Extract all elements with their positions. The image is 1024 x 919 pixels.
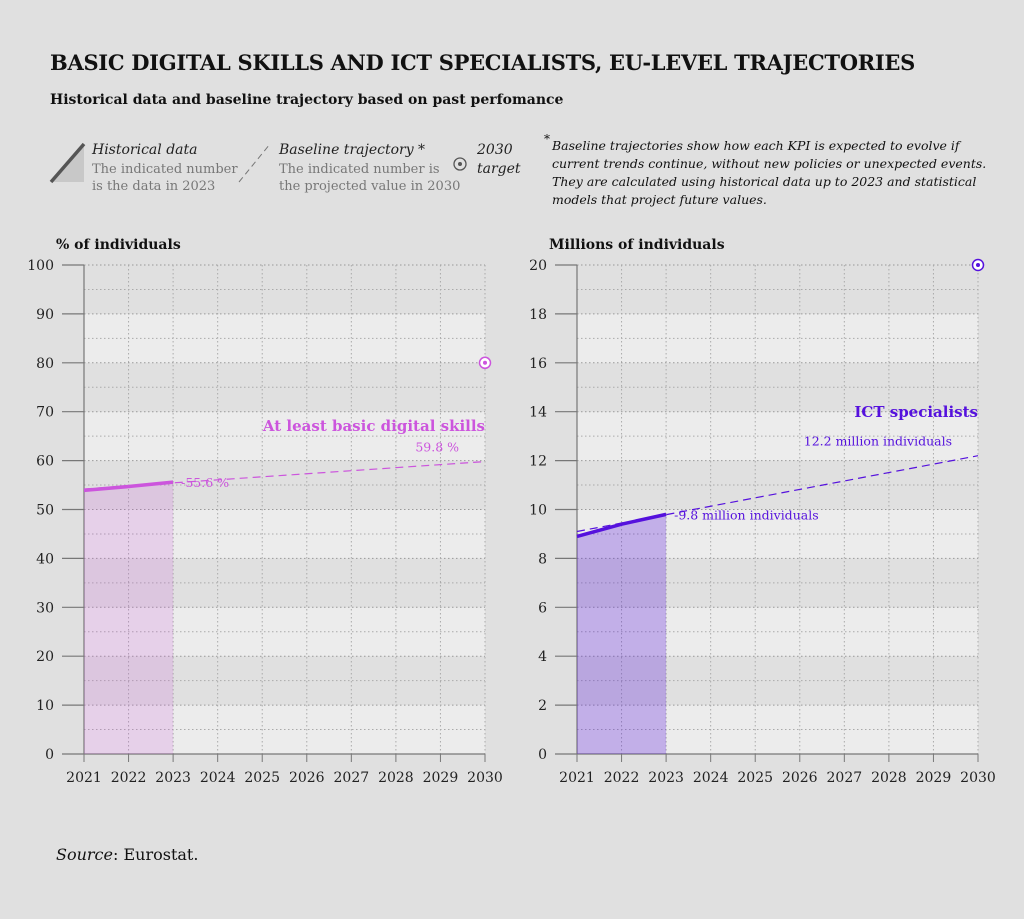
- target-marker-dot: [483, 360, 487, 365]
- y-axis-label: Millions of individuals: [549, 237, 725, 253]
- y-tick-label: 4: [538, 649, 547, 665]
- x-tick-label: 2021: [66, 770, 102, 786]
- legend-historical-line1: The indicated number: [92, 162, 238, 177]
- x-tick-label: 2023: [155, 770, 191, 786]
- historical-area: [84, 482, 174, 754]
- y-tick-label: 20: [529, 258, 547, 274]
- target-legend-dot: [458, 162, 462, 166]
- y-tick-label: 6: [538, 600, 547, 616]
- historical-line: [576, 512, 667, 539]
- legend-baseline-line1: The indicated number is: [279, 162, 440, 177]
- x-tick-label: 2027: [827, 770, 863, 786]
- y-axis-label: % of individuals: [56, 237, 181, 253]
- x-tick-label: 2024: [693, 770, 729, 786]
- label-2023-value: -55.6 %: [181, 475, 229, 490]
- legend-baseline-line2: the projected value in 2030: [279, 179, 461, 194]
- y-tick-label: 0: [45, 747, 54, 763]
- label-2023-value: -9.8 million individuals: [674, 507, 819, 522]
- y-tick-label: 8: [538, 551, 547, 567]
- y-tick-label: 70: [36, 405, 54, 421]
- x-tick-label: 2025: [244, 770, 280, 786]
- y-tick-label: 0: [538, 747, 547, 763]
- y-tick-label: 10: [529, 503, 547, 519]
- target-marker-dot: [976, 263, 980, 267]
- x-tick-label: 2022: [604, 770, 640, 786]
- x-tick-label: 2026: [289, 770, 325, 786]
- legend-target-line2: target: [477, 161, 521, 177]
- y-tick-label: 80: [36, 356, 54, 372]
- y-tick-label: 2: [538, 698, 547, 714]
- series-title: At least basic digital skills: [262, 417, 485, 435]
- label-2030-value: 12.2 million individuals: [804, 434, 952, 449]
- note-mark: *: [544, 132, 550, 146]
- x-tick-label: 2027: [334, 770, 370, 786]
- y-tick-label: 50: [36, 503, 54, 519]
- x-tick-label: 2030: [467, 770, 503, 786]
- x-tick-label: 2023: [648, 770, 684, 786]
- source-label: Source: [56, 845, 113, 864]
- x-tick-label: 2030: [960, 770, 996, 786]
- y-tick-label: 100: [27, 258, 54, 274]
- page-subtitle: Historical data and baseline trajectory …: [50, 92, 564, 108]
- x-tick-label: 2024: [200, 770, 236, 786]
- y-tick-label: 16: [529, 356, 547, 372]
- page-title: BASIC DIGITAL SKILLS AND ICT SPECIALISTS…: [50, 50, 915, 75]
- historical-line: [83, 480, 174, 493]
- y-tick-label: 90: [36, 307, 54, 323]
- legend-historical-line2: is the data in 2023: [92, 179, 216, 194]
- historical-area: [577, 514, 667, 754]
- y-tick-label: 20: [36, 649, 54, 665]
- legend-baseline-title: Baseline trajectory *: [279, 142, 426, 158]
- x-tick-label: 2026: [782, 770, 818, 786]
- historical-legend-line: [49, 142, 86, 184]
- y-tick-label: 60: [36, 454, 54, 470]
- label-2030-value: 59.8 %: [415, 440, 459, 455]
- source-text: : Eurostat.: [112, 845, 199, 864]
- x-tick-label: 2025: [737, 770, 773, 786]
- y-tick-label: 18: [529, 307, 547, 323]
- y-tick-label: 10: [36, 698, 54, 714]
- x-tick-label: 2021: [559, 770, 595, 786]
- y-tick-label: 40: [36, 551, 54, 567]
- source-note: Source: Eurostat.: [56, 845, 198, 864]
- x-tick-label: 2029: [916, 770, 952, 786]
- y-tick-label: 14: [529, 405, 547, 421]
- series-title: ICT specialists: [854, 403, 978, 421]
- baseline-legend-line: [238, 143, 271, 183]
- x-tick-label: 2028: [871, 770, 907, 786]
- x-tick-label: 2028: [378, 770, 414, 786]
- legend-target-line1: 2030: [477, 142, 513, 158]
- x-tick-label: 2022: [111, 770, 147, 786]
- y-tick-label: 30: [36, 600, 54, 616]
- target-legend-icon: [453, 157, 467, 171]
- x-tick-label: 2029: [423, 770, 459, 786]
- legend-historical-title: Historical data: [92, 142, 198, 158]
- baseline-note: Baseline trajectories show how each KPI …: [552, 138, 987, 207]
- y-tick-label: 12: [529, 454, 547, 470]
